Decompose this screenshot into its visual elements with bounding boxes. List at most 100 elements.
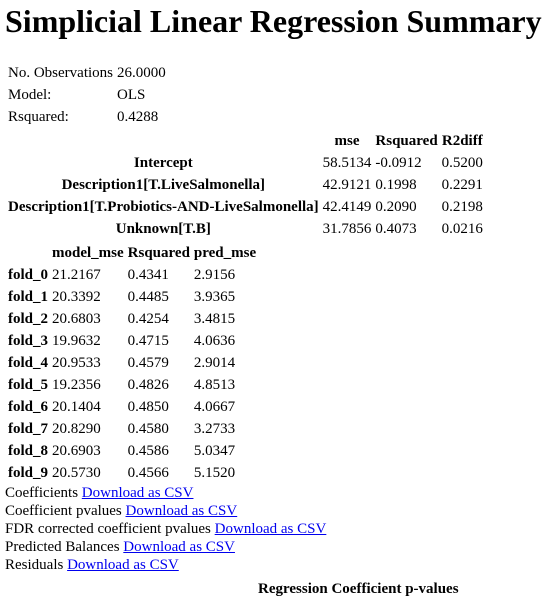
table-header-row: mse Rsquared R2diff [7, 131, 484, 151]
table-row: Unknown[T.B] 31.7856 0.4073 0.0216 [7, 219, 484, 239]
row-header: Intercept [133, 155, 193, 171]
row-header: fold_9 [8, 465, 49, 481]
row-header: fold_7 [8, 421, 49, 437]
table-row: fold_4 20.9533 0.4579 2.9014 [7, 353, 257, 373]
coefficient-table: mse Rsquared R2diff Intercept 58.5134 -0… [5, 129, 486, 241]
summary-value: OLS [117, 87, 146, 103]
column-header: mse [334, 133, 360, 149]
download-coefficients: Coefficients Download as CSV [5, 484, 326, 502]
summary-label: Rsquared: [8, 109, 69, 125]
summary-label: Model: [8, 87, 52, 103]
section-heading-partial: Regression Coefficient p-values [258, 581, 459, 597]
table-cell: 4.0636 [193, 333, 236, 349]
table-cell: 20.9533 [52, 355, 101, 371]
download-residuals-csv-link[interactable]: Download as CSV [67, 557, 179, 573]
table-cell: 42.4149 [322, 199, 372, 215]
download-fdr-pvalues-csv-link[interactable]: Download as CSV [214, 521, 327, 537]
model-summary-table: No. Observations 26.0000 Model: OLS Rsqu… [5, 61, 169, 129]
column-header: Rsquared [375, 133, 438, 149]
table-cell: 58.5134 [322, 155, 372, 171]
table-row: Intercept 58.5134 -0.0912 0.5200 [7, 153, 484, 173]
download-predicted-balances-csv-link[interactable]: Download as CSV [123, 539, 235, 555]
row-header: Description1[T.Probiotics-AND-LiveSalmon… [8, 199, 319, 215]
table-cell: 42.9121 [322, 177, 372, 193]
table-cell: 4.8513 [193, 377, 236, 393]
summary-row-model: Model: OLS [7, 85, 167, 105]
table-cell: 3.2733 [193, 421, 236, 437]
table-cell: 20.5730 [52, 465, 101, 481]
table-cell: 0.5200 [441, 155, 483, 171]
table-cell: 19.9632 [52, 333, 101, 349]
table-cell: 0.2198 [441, 199, 483, 215]
download-links: Coefficients Download as CSV Coefficient… [5, 484, 326, 574]
row-header: fold_0 [8, 267, 49, 283]
table-cell: 0.4485 [127, 289, 169, 305]
table-cell: 0.2291 [441, 177, 483, 193]
table-cell: 3.4815 [193, 311, 236, 327]
table-cell: 20.8290 [52, 421, 101, 437]
table-row: fold_2 20.6803 0.4254 3.4815 [7, 309, 257, 329]
table-cell: 0.4715 [127, 333, 169, 349]
table-row: fold_5 19.2356 0.4826 4.8513 [7, 375, 257, 395]
summary-value: 26.0000 [117, 65, 166, 81]
cross-validation-table: model_mse Rsquared pred_mse fold_0 21.21… [5, 241, 259, 485]
row-header: fold_1 [8, 289, 49, 305]
table-cell: 20.3392 [52, 289, 101, 305]
download-label: Residuals [5, 557, 64, 573]
table-cell: 0.4826 [127, 377, 169, 393]
download-fdr-pvalues: FDR corrected coefficient pvalues Downlo… [5, 520, 326, 538]
summary-label: No. Observations [8, 65, 113, 81]
table-cell: 19.2356 [52, 377, 101, 393]
download-residuals: Residuals Download as CSV [5, 556, 326, 574]
table-cell: 0.4073 [375, 221, 417, 237]
row-header: fold_8 [8, 443, 49, 459]
table-cell: 3.9365 [193, 289, 236, 305]
download-coefficients-csv-link[interactable]: Download as CSV [81, 485, 194, 501]
table-cell: 20.1404 [52, 399, 101, 415]
table-cell: 0.2090 [375, 199, 417, 215]
download-coefficient-pvalues: Coefficient pvalues Download as CSV [5, 502, 326, 520]
table-row: fold_9 20.5730 0.4566 5.1520 [7, 463, 257, 483]
table-cell: 0.4850 [127, 399, 169, 415]
table-cell: -0.0912 [375, 155, 422, 171]
table-row: Description1[T.Probiotics-AND-LiveSalmon… [7, 197, 484, 217]
table-cell: 20.6803 [52, 311, 101, 327]
table-cell: 0.4586 [127, 443, 169, 459]
download-label: Predicted Balances [5, 539, 120, 555]
table-cell: 20.6903 [52, 443, 101, 459]
row-header: fold_4 [8, 355, 49, 371]
table-cell: 2.9014 [193, 355, 236, 371]
table-cell: 0.4579 [127, 355, 169, 371]
column-header: model_mse [52, 245, 124, 261]
column-header: R2diff [441, 133, 483, 149]
row-header: Unknown[T.B] [115, 221, 211, 237]
table-header-row: model_mse Rsquared pred_mse [7, 243, 257, 263]
summary-row-observations: No. Observations 26.0000 [7, 63, 167, 83]
table-cell: 0.4341 [127, 267, 169, 283]
table-cell: 0.0216 [441, 221, 483, 237]
row-header: fold_2 [8, 311, 49, 327]
table-cell: 0.4580 [127, 421, 169, 437]
corner-cell [7, 243, 49, 263]
table-row: Description1[T.LiveSalmonella] 42.9121 0… [7, 175, 484, 195]
summary-row-rsquared: Rsquared: 0.4288 [7, 107, 167, 127]
row-header: fold_6 [8, 399, 49, 415]
summary-value: 0.4288 [117, 109, 159, 125]
download-predicted-balances: Predicted Balances Download as CSV [5, 538, 326, 556]
table-row: fold_6 20.1404 0.4850 4.0667 [7, 397, 257, 417]
download-label: Coefficients [5, 485, 79, 501]
corner-cell [7, 131, 320, 151]
table-cell: 0.4254 [127, 311, 169, 327]
download-label: FDR corrected coefficient pvalues [5, 521, 211, 537]
row-header: Description1[T.LiveSalmonella] [61, 177, 266, 193]
table-cell: 31.7856 [322, 221, 372, 237]
download-label: Coefficient pvalues [5, 503, 122, 519]
table-row: fold_1 20.3392 0.4485 3.9365 [7, 287, 257, 307]
table-cell: 5.0347 [193, 443, 236, 459]
download-coefficient-pvalues-csv-link[interactable]: Download as CSV [125, 503, 238, 519]
table-cell: 4.0667 [193, 399, 236, 415]
table-cell: 2.9156 [193, 267, 236, 283]
column-header: Rsquared [127, 245, 190, 261]
table-row: fold_8 20.6903 0.4586 5.0347 [7, 441, 257, 461]
column-header: pred_mse [193, 245, 257, 261]
